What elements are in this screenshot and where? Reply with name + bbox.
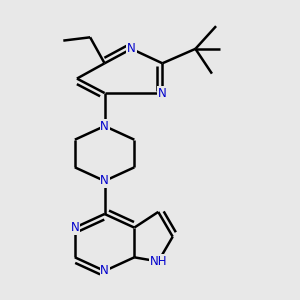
Text: N: N [100, 175, 109, 188]
Text: NH: NH [149, 255, 167, 268]
Text: N: N [127, 42, 136, 56]
Text: N: N [158, 86, 167, 100]
Text: N: N [100, 120, 109, 133]
Text: N: N [100, 265, 109, 278]
Text: N: N [70, 221, 79, 234]
